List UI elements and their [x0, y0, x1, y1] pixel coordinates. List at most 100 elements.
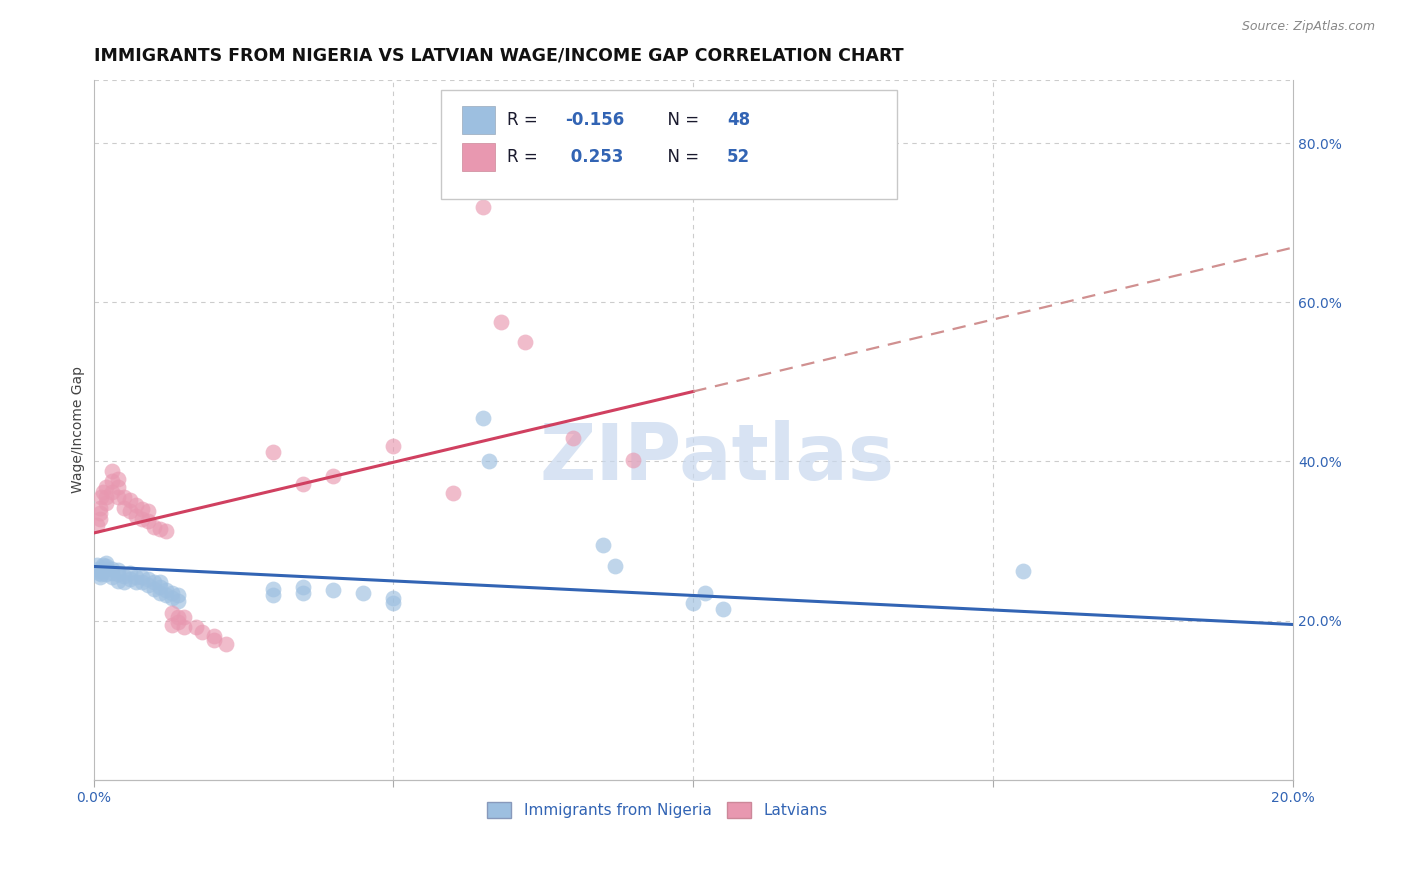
- Point: [148, 522, 170, 536]
- Point: [202, 629, 225, 643]
- Point: [94, 567, 117, 582]
- Point: [173, 620, 195, 634]
- Point: [382, 596, 405, 610]
- FancyBboxPatch shape: [441, 90, 897, 199]
- Point: [190, 625, 212, 640]
- Text: 48: 48: [727, 111, 749, 128]
- Point: [100, 570, 122, 584]
- Text: -0.156: -0.156: [565, 111, 624, 128]
- Text: R =: R =: [508, 148, 543, 166]
- Point: [90, 567, 112, 582]
- Point: [214, 637, 236, 651]
- Point: [491, 315, 513, 329]
- Point: [89, 506, 111, 520]
- Point: [382, 591, 405, 606]
- Point: [124, 575, 146, 590]
- Point: [160, 606, 183, 620]
- Point: [322, 583, 344, 598]
- Point: [166, 588, 188, 602]
- Point: [160, 585, 183, 599]
- Point: [562, 431, 585, 445]
- Point: [592, 538, 614, 552]
- Point: [107, 563, 129, 577]
- FancyBboxPatch shape: [461, 106, 495, 135]
- Point: [91, 558, 114, 572]
- Point: [87, 562, 110, 576]
- Point: [107, 490, 129, 504]
- Text: ZIPatlas: ZIPatlas: [540, 419, 894, 496]
- Point: [131, 570, 153, 584]
- Text: N =: N =: [658, 111, 704, 128]
- Text: 52: 52: [727, 148, 749, 166]
- Point: [605, 559, 627, 574]
- Point: [91, 563, 114, 577]
- Point: [118, 492, 141, 507]
- Point: [515, 335, 537, 350]
- Text: IMMIGRANTS FROM NIGERIA VS LATVIAN WAGE/INCOME GAP CORRELATION CHART: IMMIGRANTS FROM NIGERIA VS LATVIAN WAGE/…: [94, 46, 903, 64]
- Point: [472, 410, 495, 425]
- Point: [94, 490, 117, 504]
- Point: [100, 475, 122, 489]
- Point: [160, 591, 183, 606]
- Point: [112, 569, 135, 583]
- Point: [90, 490, 112, 504]
- Point: [441, 486, 464, 500]
- Point: [353, 585, 375, 599]
- Point: [131, 512, 153, 526]
- Point: [100, 566, 122, 580]
- Point: [107, 574, 129, 588]
- Point: [142, 575, 165, 590]
- Point: [94, 562, 117, 576]
- Point: [148, 585, 170, 599]
- Point: [263, 445, 285, 459]
- Point: [478, 454, 501, 468]
- Legend: Immigrants from Nigeria, Latvians: Immigrants from Nigeria, Latvians: [481, 797, 834, 824]
- Point: [292, 585, 315, 599]
- Text: N =: N =: [658, 148, 704, 166]
- Point: [148, 575, 170, 590]
- Point: [94, 559, 117, 574]
- Point: [118, 566, 141, 580]
- Point: [472, 200, 495, 214]
- Point: [131, 575, 153, 590]
- Point: [682, 596, 704, 610]
- Point: [124, 570, 146, 584]
- Point: [155, 588, 177, 602]
- Point: [621, 453, 644, 467]
- Point: [142, 582, 165, 596]
- Point: [184, 620, 207, 634]
- Point: [118, 504, 141, 518]
- Point: [107, 567, 129, 582]
- Point: [173, 609, 195, 624]
- Y-axis label: Wage/Income Gap: Wage/Income Gap: [72, 366, 86, 493]
- Point: [100, 464, 122, 478]
- Point: [86, 518, 108, 533]
- Point: [124, 498, 146, 512]
- Point: [107, 480, 129, 494]
- Point: [142, 519, 165, 533]
- Point: [382, 438, 405, 452]
- Text: Source: ZipAtlas.com: Source: ZipAtlas.com: [1241, 20, 1375, 33]
- Point: [166, 615, 188, 629]
- Point: [118, 572, 141, 586]
- Point: [136, 504, 159, 518]
- Point: [89, 512, 111, 526]
- Point: [155, 524, 177, 539]
- Point: [86, 558, 108, 572]
- Point: [89, 564, 111, 578]
- Point: [100, 562, 122, 576]
- Text: R =: R =: [508, 111, 543, 128]
- Point: [263, 588, 285, 602]
- Point: [94, 496, 117, 510]
- Point: [166, 609, 188, 624]
- Point: [100, 484, 122, 499]
- FancyBboxPatch shape: [461, 143, 495, 170]
- Point: [91, 484, 114, 499]
- Point: [166, 593, 188, 607]
- Point: [124, 508, 146, 523]
- Point: [112, 490, 135, 504]
- Point: [202, 633, 225, 648]
- Point: [107, 472, 129, 486]
- Point: [89, 500, 111, 515]
- Point: [131, 502, 153, 516]
